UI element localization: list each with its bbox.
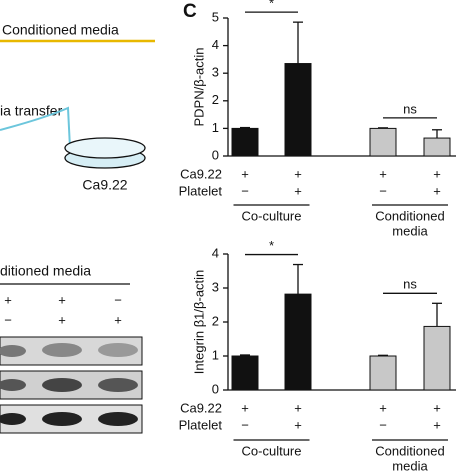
- y-tick-label: 1: [212, 120, 219, 135]
- band: [42, 343, 82, 357]
- y-tick-label: 3: [212, 65, 219, 80]
- row-sign: −: [379, 417, 387, 432]
- y-tick-label: 0: [212, 381, 219, 396]
- row-label: Ca9.22: [180, 166, 222, 181]
- row-sign: −: [241, 417, 249, 432]
- lane-sign: +: [58, 292, 66, 307]
- row-sign: +: [294, 417, 302, 432]
- y-tick-label: 4: [212, 37, 219, 52]
- lane-sign: −: [4, 312, 12, 327]
- significance-label: ns: [403, 277, 417, 292]
- y-axis-label: Integrin β1/β-actin: [191, 270, 206, 375]
- band: [0, 379, 26, 391]
- row-sign: +: [379, 400, 387, 415]
- row-label: Platelet: [179, 417, 223, 432]
- row-sign: +: [379, 166, 387, 181]
- band: [42, 412, 82, 426]
- panel-b-title: ditioned media: [0, 263, 91, 279]
- bar: [284, 293, 312, 391]
- transfer-label: ia transfer: [0, 103, 63, 119]
- row-sign: −: [241, 183, 249, 198]
- band: [98, 378, 138, 392]
- y-tick-label: 4: [212, 245, 219, 260]
- row-sign: +: [294, 400, 302, 415]
- bar: [369, 127, 397, 157]
- row-sign: +: [433, 183, 441, 198]
- group-label: media: [392, 223, 428, 238]
- bar: [423, 137, 451, 157]
- transfer-curve: [0, 106, 71, 149]
- band: [98, 343, 138, 357]
- bar: [284, 63, 312, 157]
- lane-sign: −: [114, 292, 122, 307]
- lane-sign: +: [58, 312, 66, 327]
- bar: [231, 127, 259, 157]
- row-sign: +: [433, 166, 441, 181]
- group-label: Conditioned: [375, 443, 444, 458]
- significance-label: *: [269, 0, 274, 11]
- row-sign: +: [433, 400, 441, 415]
- row-sign: +: [294, 166, 302, 181]
- row-sign: +: [294, 183, 302, 198]
- lane-sign: +: [114, 312, 122, 327]
- row-sign: −: [379, 183, 387, 198]
- row-sign: +: [433, 417, 441, 432]
- dish-label: Ca9.22: [82, 177, 127, 193]
- y-tick-label: 0: [212, 147, 219, 162]
- panel-a-title: Conditioned media: [2, 22, 119, 38]
- y-tick-label: 1: [212, 347, 219, 362]
- band: [42, 378, 82, 392]
- bar: [423, 325, 451, 391]
- significance-label: ns: [403, 101, 417, 116]
- band: [98, 412, 138, 426]
- band: [0, 345, 26, 357]
- row-label: Platelet: [179, 183, 223, 198]
- group-label: media: [392, 458, 428, 473]
- panel-label: C: [183, 1, 197, 22]
- group-label: Conditioned: [375, 208, 444, 223]
- dish-top: [64, 137, 146, 159]
- row-sign: +: [241, 400, 249, 415]
- y-axis-label: PDPN/β-actin: [191, 48, 206, 127]
- y-tick-label: 2: [212, 92, 219, 107]
- y-tick-label: 5: [212, 9, 219, 24]
- row-sign: +: [241, 166, 249, 181]
- y-tick-label: 3: [212, 279, 219, 294]
- lane-sign: +: [4, 292, 12, 307]
- row-label: Ca9.22: [180, 400, 222, 415]
- bar: [231, 355, 259, 391]
- group-label: Co-culture: [242, 208, 302, 223]
- y-tick-label: 2: [212, 313, 219, 328]
- group-label: Co-culture: [242, 443, 302, 458]
- band: [0, 413, 26, 425]
- bar: [369, 355, 397, 391]
- blots: [0, 336, 143, 434]
- significance-label: *: [269, 238, 274, 253]
